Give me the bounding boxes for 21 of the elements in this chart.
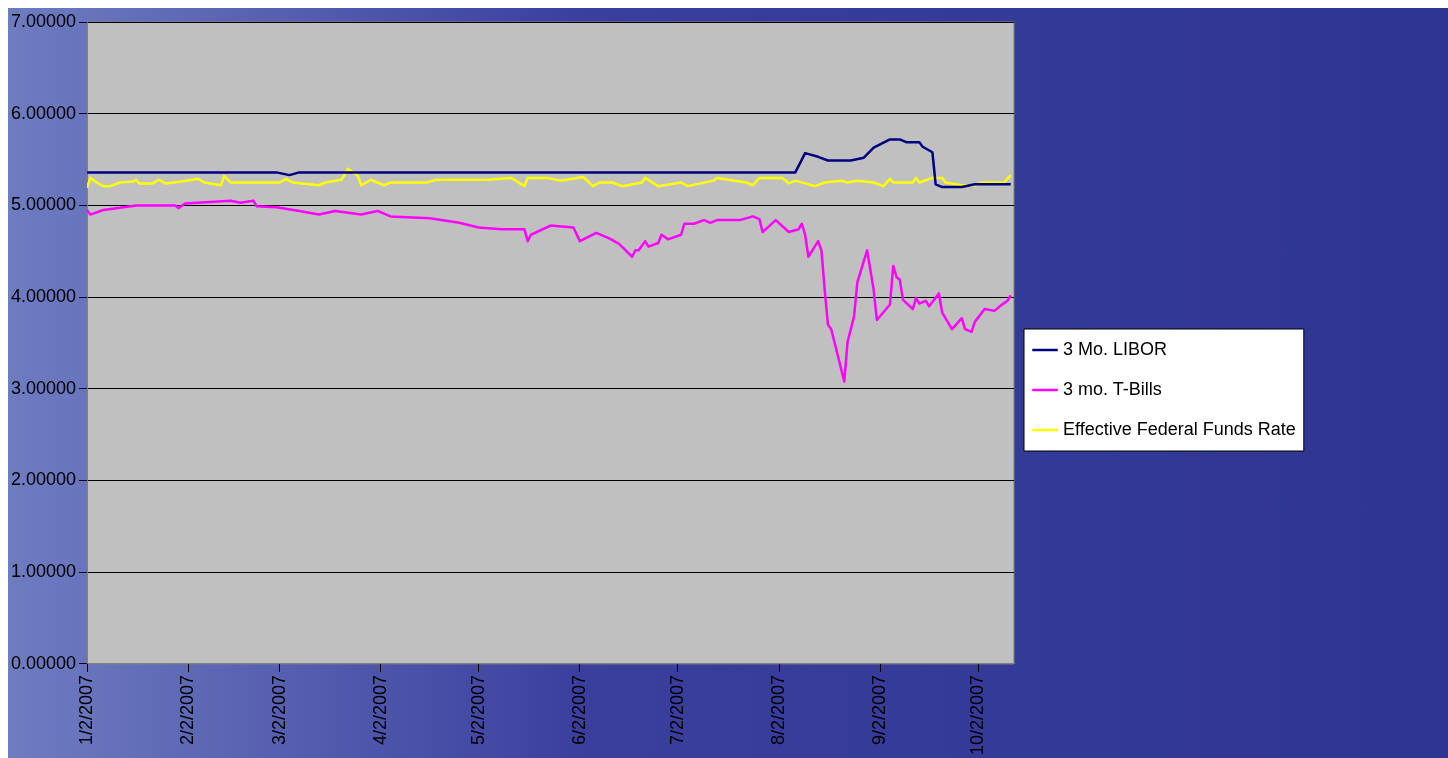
y-tick-label: 5.00000 [10,194,77,215]
y-tick-label: 1.00000 [10,561,77,582]
legend-label: Effective Federal Funds Rate [1063,418,1296,439]
legend-label: 3 mo. T-Bills [1063,378,1162,399]
x-tick-label: 8/2/2007 [767,674,788,745]
y-tick-label: 0.00000 [10,652,77,673]
x-tick-label: 3/2/2007 [268,674,289,745]
y-tick-label: 6.00000 [10,102,77,123]
x-tick-label: 5/2/2007 [467,674,488,745]
x-tick-label: 9/2/2007 [869,674,890,745]
y-tick-label: 7.00000 [10,10,77,31]
x-tick-label: 10/2/2007 [967,674,988,755]
y-tick-label: 2.00000 [10,469,77,490]
x-tick-label: 1/2/2007 [76,674,97,745]
legend-label: 3 Mo. LIBOR [1063,338,1168,359]
y-tick-label: 3.00000 [10,377,77,398]
x-tick-label: 2/2/2007 [177,674,198,745]
x-tick-label: 6/2/2007 [568,674,589,745]
x-tick-label: 7/2/2007 [666,674,687,745]
y-tick-label: 4.00000 [10,286,77,307]
x-tick-label: 4/2/2007 [369,674,390,745]
